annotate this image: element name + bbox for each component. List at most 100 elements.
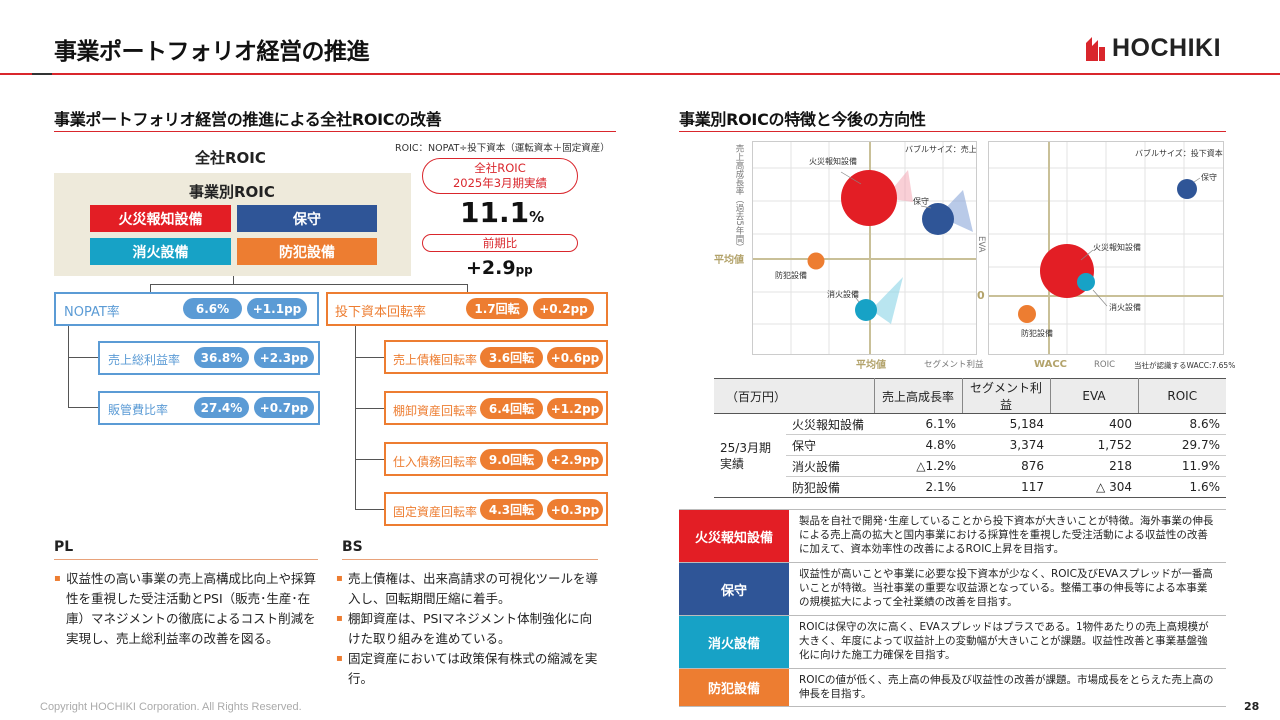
result-label-line2: 2025年3月期実績 <box>452 176 548 190</box>
feature-desc: 収益性が高いことや事業に必要な投下資本が少なく、ROIC及びEVAスプレッドが一… <box>799 568 1213 608</box>
gross-margin-label: 売上総利益率 <box>108 353 181 367</box>
table-cell: 1.6% <box>1189 480 1221 494</box>
nopat-delta: +1.1pp <box>247 298 307 319</box>
table-row: 保守 4.8% 3,374 1,752 29.7% <box>714 435 1226 456</box>
connector <box>467 284 468 292</box>
chart1-ylabel: 売上高成長率（過去5年間） <box>734 144 744 252</box>
gross-margin-value: 36.8% <box>194 347 249 368</box>
payables-turnover-value: 9.0回転 <box>480 449 543 470</box>
chart1-svg: 火災報知設備 保守 防犯設備 消火設備 バブルサイズ：売上高 <box>753 142 985 354</box>
table-cell-name: 防犯設備 <box>792 480 841 495</box>
turnover-delta: +0.2pp <box>533 298 594 319</box>
table-cell-name: 火災報知設備 <box>792 417 865 432</box>
pl-rule <box>54 559 318 560</box>
table-header: 売上高成長率 <box>874 378 963 414</box>
result-number: 11.1 <box>460 196 530 229</box>
feature-row: 保守 収益性が高いことや事業に必要な投下資本が少なく、ROIC及びEVAスプレッ… <box>679 563 1226 616</box>
chart2-wacc-note: 当社が認識するWACC:7.65% <box>1134 361 1236 370</box>
chart1-avg-y-label: 平均値 <box>714 255 744 266</box>
chart2-svg: バブルサイズ：投下資本 保守 火災報知設備 消火設備 防犯設備 <box>989 142 1223 354</box>
receivables-turnover-delta: +0.6pp <box>547 347 603 368</box>
pl-bullet: 収益性の高い事業の売上高構成比向上や採算性を重視した受注活動とPSI（販売･生産… <box>54 569 320 649</box>
connector <box>68 357 98 358</box>
feature-desc: 製品を自社で開発･生産していることから投下資本が大きいことが特徴。海外事業の伸長… <box>799 515 1214 555</box>
result-label-box: 全社ROIC 2025年3月期実績 <box>422 158 578 194</box>
feature-row: 防犯設備 ROICの値が低く、売上高の伸長及び収益性の改善が課題。市場成長をとら… <box>679 669 1226 707</box>
table-header: EVA <box>1050 378 1139 414</box>
feature-desc: ROICの値が低く、売上高の伸長及び収益性の改善が課題。市場成長をとらえた売上高… <box>799 674 1214 700</box>
connector <box>355 326 356 510</box>
connector <box>150 284 151 292</box>
chart2-maintenance-bubble <box>1177 179 1197 199</box>
table-period: 25/3月期 実績 <box>714 413 786 498</box>
maintenance-bubble <box>922 203 954 235</box>
table-row: 消火設備 △1.2% 876 218 11.9% <box>714 456 1226 477</box>
segment-maintenance: 保守 <box>237 205 377 232</box>
nopat-value: 6.6% <box>183 298 242 319</box>
chart1-frame: 火災報知設備 保守 防犯設備 消火設備 バブルサイズ：売上高 <box>752 141 985 355</box>
chart2-frame: バブルサイズ：投下資本 保守 火災報知設備 消火設備 防犯設備 <box>988 141 1224 355</box>
table-period-line1: 25/3月期 <box>720 440 771 455</box>
left-section-rule <box>54 131 616 132</box>
table-cell: 117 <box>1021 480 1044 494</box>
bs-bullet: 固定資産においては政策保有株式の縮減を実行。 <box>336 649 600 689</box>
result-label-line1: 全社ROIC <box>474 161 526 175</box>
left-section-title: 事業ポートフォリオ経営の推進による全社ROICの改善 <box>54 110 442 129</box>
connector <box>68 407 98 408</box>
chart2-wacc-label: WACC <box>1034 359 1067 370</box>
company-roic-label: 全社ROIC <box>195 149 266 167</box>
chart1-bubble-note: バブルサイズ：売上高 <box>905 144 976 154</box>
chart2-label-fire-alarm: 火災報知設備 <box>1093 242 1141 252</box>
table-cell: 1,752 <box>1097 438 1132 452</box>
table-cell: △1.2% <box>916 459 956 473</box>
table-row: 25/3月期 実績 火災報知設備 6.1% 5,184 400 8.6% <box>714 413 1226 498</box>
table-cell: 11.9% <box>1181 459 1220 473</box>
receivables-turnover-label: 売上債権回転率 <box>393 353 478 367</box>
receivables-turnover-value: 3.6回転 <box>480 347 543 368</box>
table-cell: 4.8% <box>925 438 957 452</box>
feature-label-fire-alarm: 火災報知設備 <box>679 510 789 562</box>
table-cell: 218 <box>1109 459 1132 473</box>
pl-title: PL <box>54 539 74 555</box>
feature-row: 消火設備 ROICは保守の次に高く、EVAスプレッドはプラスである。1物件あたり… <box>679 616 1226 669</box>
segment-roic-label: 事業別ROIC <box>189 183 275 201</box>
chart2-extinguishing-bubble <box>1077 273 1095 291</box>
yoy-unit: pp <box>515 263 533 277</box>
fire-alarm-bubble <box>841 170 897 226</box>
sga-ratio-value: 27.4% <box>194 397 249 418</box>
logo-text: HOCHIKI <box>1112 34 1222 62</box>
bs-bullet: 棚卸資産は、PSIマネジメント体制強化に向けた取り組みを進めている。 <box>336 609 600 649</box>
copyright: Copyright HOCHIKI Corporation. All Right… <box>40 701 302 713</box>
connector <box>150 284 468 285</box>
turnover-label: 投下資本回転率 <box>335 305 427 320</box>
segment-table: （百万円） 売上高成長率 セグメント利益 EVA ROIC 25/3月期 実績 … <box>714 378 1226 498</box>
extinguishing-arrow <box>871 277 903 324</box>
table-cell: △ 304 <box>1096 480 1132 494</box>
table-cell-name: 消火設備 <box>792 459 841 474</box>
table-cell: 8.6% <box>1189 417 1221 431</box>
security-bubble <box>807 252 825 270</box>
connector <box>68 326 69 408</box>
result-unit: % <box>529 208 545 226</box>
roic-formula: ROIC：NOPAT÷投下資本（運転資本＋固定資産） <box>395 143 610 154</box>
segment-fire-extinguishing: 消火設備 <box>90 238 231 265</box>
chart1-label-maintenance: 保守 <box>913 196 929 206</box>
header-rule <box>0 73 1280 75</box>
maintenance-arrow <box>938 190 973 232</box>
inventory-turnover-value: 6.4回転 <box>480 398 543 419</box>
table-cell: 6.1% <box>925 417 957 431</box>
feature-row: 火災報知設備 製品を自社で開発･生産していることから投下資本が大きいことが特徴。… <box>679 510 1226 563</box>
table-cell: 2.1% <box>925 480 957 494</box>
chart2-security-bubble <box>1018 305 1036 323</box>
bs-rule <box>342 559 598 560</box>
features-list: 火災報知設備 製品を自社で開発･生産していることから投下資本が大きいことが特徴。… <box>679 509 1226 707</box>
chart2-bubble-note: バブルサイズ：投下資本 <box>1135 148 1223 158</box>
chart1-label-extinguishing: 消火設備 <box>827 289 859 299</box>
turnover-value: 1.7回転 <box>466 298 528 319</box>
chart1-label-fire-alarm: 火災報知設備 <box>809 156 857 166</box>
table-cell: 5,184 <box>1009 417 1044 431</box>
feature-desc: ROICは保守の次に高く、EVAスプレッドはプラスである。1物件あたりの売上高規… <box>799 621 1209 661</box>
chart1-avg-x-label: 平均値 <box>856 360 886 371</box>
chart2-label-extinguishing: 消火設備 <box>1109 302 1141 312</box>
header-rule-accent <box>32 73 52 75</box>
